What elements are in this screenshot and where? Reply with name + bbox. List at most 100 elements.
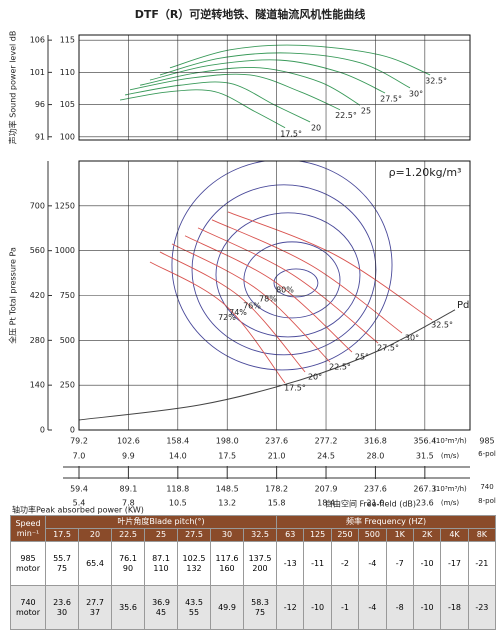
cell-text: 30 (221, 530, 233, 539)
pitch: 22.5 (111, 528, 145, 542)
curve (227, 211, 433, 321)
cell-text: 132 (186, 563, 202, 573)
caption-right: 自由空间 Free-field (dB) (325, 499, 416, 509)
efficiency-contour (215, 212, 361, 338)
cell-text: motor (15, 563, 40, 573)
curve (149, 261, 286, 384)
power: 23.6 30 (45, 585, 79, 630)
efficiency-label: 80% (276, 285, 294, 294)
x-tick-label: 356.4 (413, 437, 436, 446)
cell-text: 1K (394, 530, 405, 539)
x-unit: (10³m³/h) (433, 485, 467, 493)
power: 76.1 90 (111, 541, 145, 586)
curve (119, 89, 286, 129)
power: 27.7 37 (78, 585, 112, 630)
curve (124, 81, 311, 123)
cell-text: 55 (188, 607, 200, 617)
table-row: 740 motor 23.6 30 27.7 37 35.6 36.9 45 43.5 55 49.9… (10, 585, 497, 630)
curve-label: 20 (311, 123, 321, 132)
sound: -13 (276, 541, 305, 586)
curve (169, 44, 431, 76)
speed-header: Speed min⁻¹ (10, 515, 46, 542)
x-row-label: 237.6 (364, 485, 387, 494)
y-axis-label: 全压 Pt Total pressure Pa (8, 247, 18, 344)
pd-line (79, 309, 456, 421)
table-row: 17.5 20 22.5 25 27.5 30 32.5 63 125 250 500 1K 2K 4K 8… (11, 528, 497, 542)
y2-tick-label: 560 (30, 246, 45, 255)
power: 87.1 110 (144, 541, 178, 586)
cell-text: 160 (219, 563, 235, 573)
cell-text: 75 (56, 563, 68, 573)
cell-text: -10 (311, 602, 325, 612)
y-tick-label: 105 (60, 100, 75, 109)
x-row-label: 21.0 (268, 452, 286, 461)
x-row-label: 14.0 (169, 452, 187, 461)
annotation: ρ=1.20kg/m³ (389, 166, 462, 179)
curve-label: 25 (361, 107, 371, 116)
cell-text: -1 (340, 602, 349, 612)
cell-text: 43.5 (185, 597, 203, 607)
sound: -2 (330, 541, 360, 586)
table: Speed min⁻¹ 叶片角度Blade pitch(°) 频率 Frequency… (10, 515, 497, 630)
cell-text: 20 (89, 530, 101, 539)
x-unit: (m/s) (441, 499, 460, 507)
cell-text: 35.6 (119, 602, 137, 612)
x-row-label: 9.9 (122, 452, 135, 461)
curve (149, 59, 386, 94)
curve-label: 25° (355, 352, 369, 361)
x-row-label: 18.4 (317, 499, 335, 508)
curve-label: 20° (308, 372, 322, 381)
y2-tick-label: 101 (30, 68, 45, 77)
cell-text: -21 (475, 558, 489, 568)
cell-text: 4K (449, 530, 460, 539)
plot-frame (78, 34, 471, 141)
cell-text: -10 (420, 602, 434, 612)
x-unit: (10³m³/h) (433, 437, 467, 445)
cell-text: motor (15, 607, 40, 617)
freq: 2K (412, 528, 442, 542)
cell-text: 2K (421, 530, 433, 539)
x-tick-label: 316.8 (364, 437, 387, 446)
pd-label: Pd (457, 300, 469, 311)
x-tick-label: 277.2 (315, 437, 338, 446)
x-row-label: 207.9 (315, 485, 338, 494)
sound: -4 (358, 541, 387, 586)
x-row-label: 7.0 (73, 452, 86, 461)
cell-text: 76.1 (119, 553, 137, 563)
pitch: 20 (78, 528, 112, 542)
freq: 63 (276, 528, 305, 542)
power: 35.6 (111, 585, 145, 630)
efficiency-contour (273, 268, 319, 298)
x-tick-label: 158.4 (166, 437, 189, 446)
efficiency-label: 74% (229, 308, 247, 317)
x-tick-label: 79.2 (70, 437, 88, 446)
cell-text: -4 (368, 558, 377, 568)
curve-label: 22.5° (335, 111, 357, 120)
curve-label: 27.5° (380, 94, 402, 103)
cell-text: 55.7 (53, 553, 71, 563)
cell-text: 87.1 (152, 553, 170, 563)
x-row-label: 13.2 (218, 499, 236, 508)
freq: 125 (303, 528, 332, 542)
caption-left: 轴功率Peak absorbed power (KW) (12, 505, 144, 515)
cell-text: -13 (283, 558, 297, 568)
cell-text: 63 (285, 530, 296, 539)
power: 36.9 45 (144, 585, 178, 630)
x-row-label: 31.5 (416, 452, 434, 461)
cell-text: 32.5 (251, 530, 269, 539)
cell-text: 985 (20, 553, 36, 563)
x-unit: (m/s) (441, 452, 460, 460)
power: 58.3 75 (242, 585, 278, 630)
x-row-label: 24.5 (317, 452, 335, 461)
cell-text: 叶片角度Blade pitch(°) (117, 517, 205, 526)
y-tick-label: 0 (70, 426, 75, 435)
x-tick-label: 102.6 (117, 437, 140, 446)
curve (159, 251, 306, 373)
title: DTF（R）可逆转地铁、隧道轴流风机性能曲线 (135, 7, 366, 21)
efficiency-contour (243, 241, 341, 319)
cell-text: 17.5 (53, 530, 71, 539)
plot (79, 161, 456, 421)
cell-text: -18 (447, 602, 462, 612)
